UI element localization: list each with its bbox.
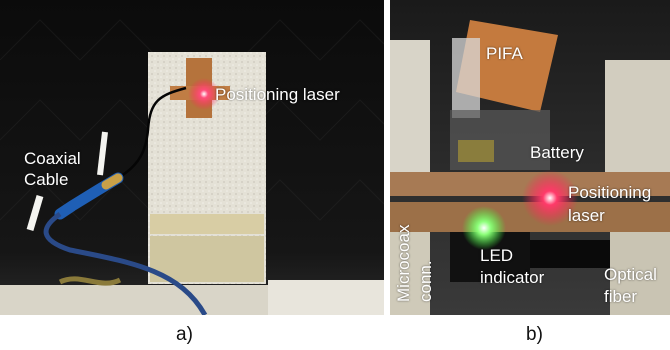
sma-connector xyxy=(101,173,123,190)
photo-a-scene xyxy=(0,0,384,315)
tape-band-lower xyxy=(150,236,264,282)
foam-block-right xyxy=(268,280,384,315)
label-battery: Battery xyxy=(530,143,584,162)
label-microcoax-line1: Microcoax xyxy=(394,224,413,302)
foam-left-upper xyxy=(390,40,430,180)
caption-a: a) xyxy=(176,324,193,345)
caption-b: b) xyxy=(526,324,543,345)
label-positioning-laser-b-line2: laser xyxy=(568,206,605,225)
photo-panel-b: PIFA Battery Positioning laser Microcoax… xyxy=(390,0,670,315)
label-coaxial-line2: Cable xyxy=(24,170,69,189)
label-led-line2: indicator xyxy=(480,268,545,287)
paper-tag-lower xyxy=(26,195,44,231)
label-positioning-laser-a: Positioning laser xyxy=(215,85,340,104)
absorber-pattern xyxy=(0,19,384,221)
photo-panel-a: Coaxial Cable Positioning laser xyxy=(0,0,384,315)
led-glow xyxy=(462,206,506,250)
label-microcoax-line2: conn. xyxy=(416,260,435,302)
label-optical-line1: Optical xyxy=(604,265,657,284)
rubber-band xyxy=(58,276,122,286)
photo-b-scene xyxy=(390,0,670,315)
foam-right-upper xyxy=(605,60,670,180)
pifa-copper xyxy=(456,20,558,112)
laser-spot-b xyxy=(522,170,578,226)
label-optical-line2: fiber xyxy=(604,287,638,306)
optical-fiber xyxy=(530,240,610,268)
label-led-line1: LED xyxy=(480,246,514,265)
tape-band-upper xyxy=(150,214,264,234)
pcb xyxy=(458,140,494,162)
paper-tag-upper xyxy=(97,131,108,176)
label-positioning-laser-b-line1: Positioning xyxy=(568,183,652,202)
label-coaxial-line1: Coaxial xyxy=(24,149,81,168)
plastic-holder xyxy=(452,38,480,118)
laser-spot-a xyxy=(188,78,220,110)
thin-cable xyxy=(117,86,187,180)
label-pifa: PIFA xyxy=(486,44,523,63)
coaxial-cable xyxy=(43,211,208,315)
